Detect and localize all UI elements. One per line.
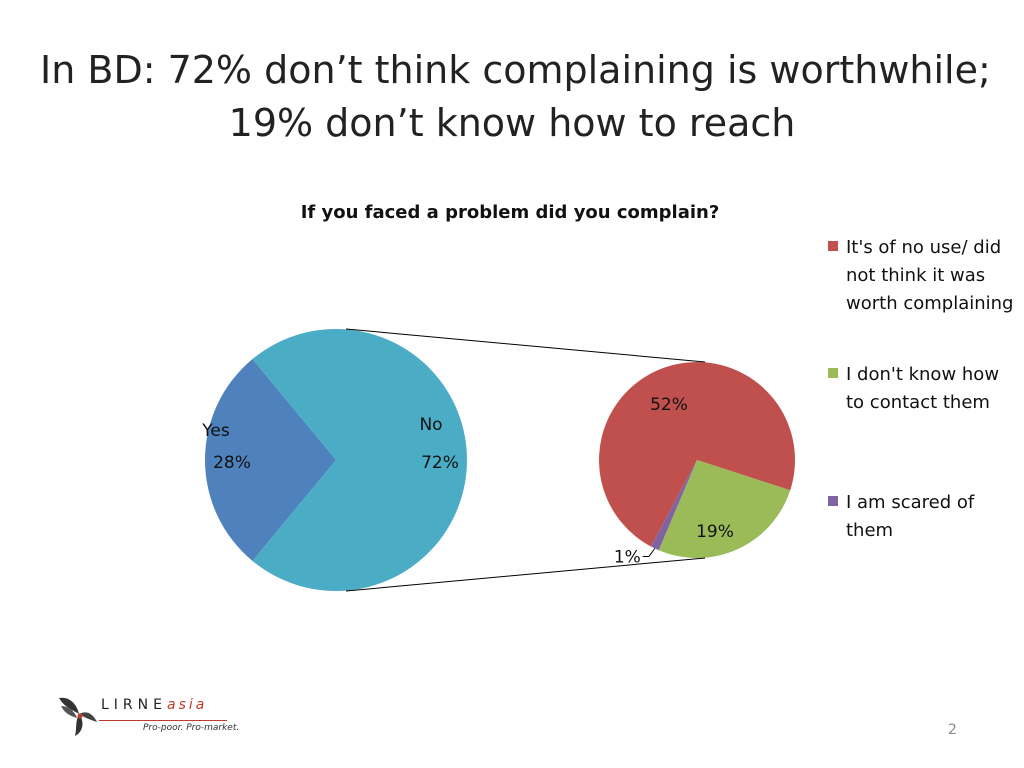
label-scared-value: 1% bbox=[614, 547, 641, 567]
legend-label-dont-know: I don't know how to contact them bbox=[846, 364, 1000, 413]
label-no-use-value: 52% bbox=[650, 395, 688, 415]
logo-wordmark: LIRNEasia bbox=[101, 697, 207, 713]
connector-line-top bbox=[345, 328, 706, 363]
label-no-name: No bbox=[419, 415, 442, 435]
leader-line-scared bbox=[642, 548, 656, 557]
slide-title: In BD: 72% don’t think complaining is wo… bbox=[40, 44, 991, 150]
lirneasia-logo: LIRNEasia Pro-poor. Pro-market. bbox=[55, 692, 239, 742]
label-yes-name: Yes bbox=[201, 421, 230, 441]
label-yes-value: 28% bbox=[213, 453, 251, 473]
page-number: 2 bbox=[948, 722, 957, 738]
legend-label-no-use: It's of no use/ did not think it was wor… bbox=[846, 237, 1014, 314]
butterfly-logo-icon bbox=[59, 697, 97, 736]
logo-name-main: LIRNE bbox=[101, 697, 167, 713]
connector-line-bottom bbox=[345, 557, 706, 592]
legend-swatch-dont-know bbox=[828, 368, 838, 378]
legend-swatch-scared bbox=[828, 496, 838, 506]
pie-slice-yes bbox=[204, 359, 336, 561]
logo-underline bbox=[99, 720, 227, 721]
slide-title-line-2: 19% don’t know how to reach bbox=[228, 101, 796, 145]
label-dont-know-value: 19% bbox=[696, 522, 734, 542]
pie-slice-no bbox=[252, 329, 467, 591]
chart-title: If you faced a problem did you complain? bbox=[300, 202, 720, 223]
pie-slice-no-use bbox=[598, 361, 795, 547]
logo-tagline: Pro-poor. Pro-market. bbox=[143, 723, 240, 733]
logo-name-accent: asia bbox=[166, 697, 208, 713]
slide-title-line-1: In BD: 72% don’t think complaining is wo… bbox=[40, 48, 991, 92]
pie-slice-scared bbox=[650, 460, 697, 551]
pie-slice-dont-know bbox=[658, 460, 791, 558]
legend-swatch-no-use bbox=[828, 241, 838, 251]
label-no-value: 72% bbox=[421, 453, 459, 473]
legend-label-scared: I am scared of them bbox=[846, 492, 975, 541]
